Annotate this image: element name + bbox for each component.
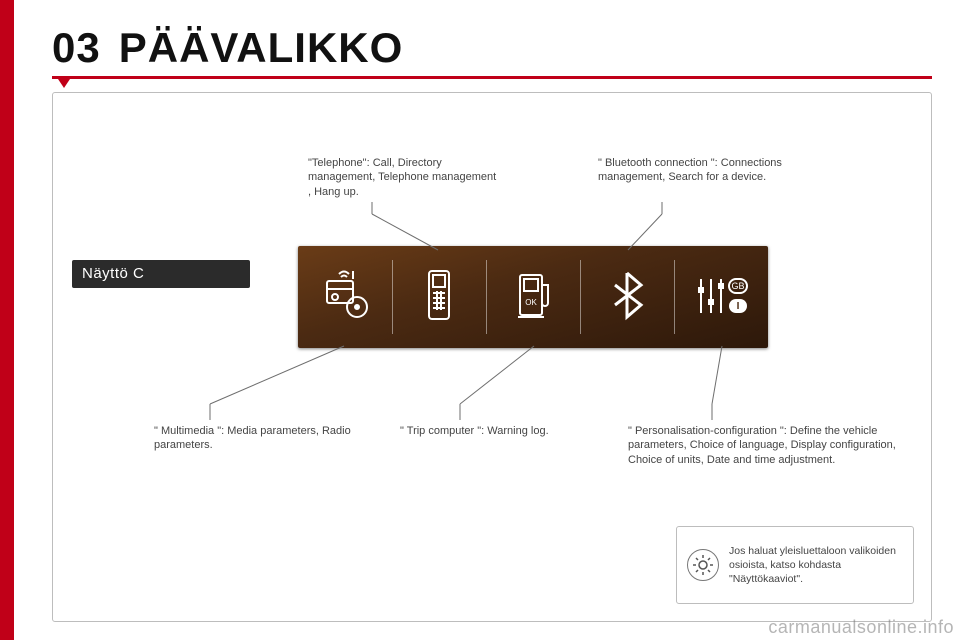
page-header: 03 PÄÄVALIKKO xyxy=(52,24,403,72)
display-label: Näyttö C xyxy=(72,260,250,288)
sun-icon xyxy=(687,549,719,581)
svg-text:OK: OK xyxy=(525,298,537,307)
page: 03 PÄÄVALIKKO Näyttö C xyxy=(0,0,960,640)
menu-item-multimedia[interactable] xyxy=(298,246,392,348)
callout-telephone: "Telephone": Call, Directory management,… xyxy=(308,156,498,199)
radio-cd-icon xyxy=(317,267,373,328)
watermark: carmanualsonline.info xyxy=(768,617,954,638)
header-notch xyxy=(56,76,72,88)
header-rule xyxy=(52,76,932,79)
svg-text:GB: GB xyxy=(731,281,744,291)
callout-trip: " Trip computer ": Warning log. xyxy=(400,424,590,438)
menu-item-personalisation[interactable]: GB I xyxy=(674,246,768,348)
menu-item-telephone[interactable] xyxy=(392,246,486,348)
red-spine xyxy=(0,0,14,640)
menu-item-trip[interactable]: OK xyxy=(486,246,580,348)
menu-item-bluetooth[interactable] xyxy=(580,246,674,348)
phone-icon xyxy=(417,265,461,330)
page-title: PÄÄVALIKKO xyxy=(119,24,404,72)
info-box: Jos haluat yleisluettaloon valikoiden os… xyxy=(676,526,914,604)
sliders-gb-icon: GB I xyxy=(691,265,751,330)
main-menu-bar: OK xyxy=(298,246,768,348)
svg-text:I: I xyxy=(737,301,740,312)
callout-personalisation: " Personalisation-configuration ": Defin… xyxy=(628,424,898,467)
callout-multimedia: " Multimedia ": Media parameters, Radio … xyxy=(154,424,364,453)
section-number: 03 xyxy=(52,24,101,72)
bluetooth-icon xyxy=(607,267,647,328)
info-text: Jos haluat yleisluettaloon valikoiden os… xyxy=(729,544,903,587)
callout-bluetooth: " Bluetooth connection ": Connections ma… xyxy=(598,156,798,185)
fuel-pump-icon: OK xyxy=(508,265,558,330)
